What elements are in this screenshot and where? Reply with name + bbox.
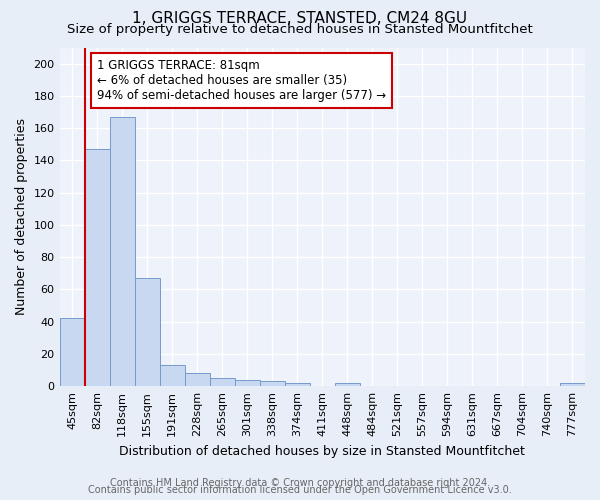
Bar xyxy=(160,365,185,386)
Bar xyxy=(110,117,134,386)
Text: Size of property relative to detached houses in Stansted Mountfitchet: Size of property relative to detached ho… xyxy=(67,22,533,36)
Bar xyxy=(235,380,260,386)
Bar xyxy=(260,382,285,386)
Text: 1, GRIGGS TERRACE, STANSTED, CM24 8GU: 1, GRIGGS TERRACE, STANSTED, CM24 8GU xyxy=(133,11,467,26)
Text: Contains HM Land Registry data © Crown copyright and database right 2024.: Contains HM Land Registry data © Crown c… xyxy=(110,478,490,488)
Bar xyxy=(134,278,160,386)
Text: Contains public sector information licensed under the Open Government Licence v3: Contains public sector information licen… xyxy=(88,485,512,495)
Y-axis label: Number of detached properties: Number of detached properties xyxy=(15,118,28,316)
Bar xyxy=(59,318,85,386)
Bar xyxy=(209,378,235,386)
Bar xyxy=(285,383,310,386)
Text: 1 GRIGGS TERRACE: 81sqm
← 6% of detached houses are smaller (35)
94% of semi-det: 1 GRIGGS TERRACE: 81sqm ← 6% of detached… xyxy=(97,59,386,102)
Bar xyxy=(85,149,110,386)
Bar xyxy=(335,383,360,386)
X-axis label: Distribution of detached houses by size in Stansted Mountfitchet: Distribution of detached houses by size … xyxy=(119,444,525,458)
Bar xyxy=(185,374,209,386)
Bar xyxy=(560,383,585,386)
